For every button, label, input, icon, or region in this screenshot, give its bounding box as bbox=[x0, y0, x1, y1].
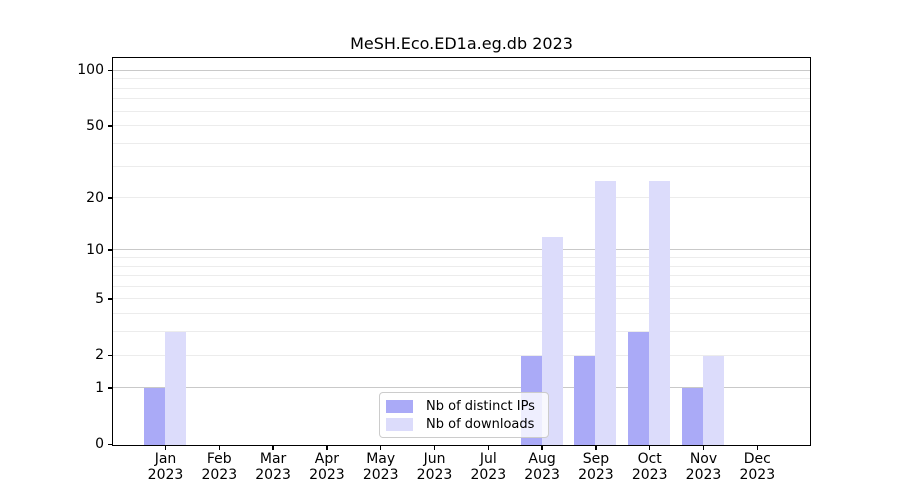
chart-title: MeSH.Eco.ED1a.eg.db 2023 bbox=[350, 34, 573, 53]
x-tick-label: Jun 2023 bbox=[416, 451, 453, 483]
minor-gridline bbox=[113, 313, 810, 315]
x-tick-mark bbox=[756, 445, 759, 450]
x-tick-label: Dec 2023 bbox=[739, 451, 776, 483]
minor-gridline bbox=[113, 87, 810, 89]
x-tick-mark bbox=[541, 445, 543, 450]
x-tick-mark bbox=[218, 445, 221, 450]
bar-downloads bbox=[649, 180, 671, 445]
x-tick-mark bbox=[595, 445, 597, 450]
y-tick-mark bbox=[107, 354, 112, 357]
gridlines-layer bbox=[113, 58, 810, 445]
y-tick-mark bbox=[107, 298, 112, 300]
x-tick-mark bbox=[433, 445, 436, 450]
x-tick-label: May 2023 bbox=[362, 451, 399, 483]
bars-layer bbox=[113, 58, 810, 445]
x-tick-label: Aug 2023 bbox=[524, 451, 560, 483]
x-tick-label: Jan 2023 bbox=[147, 451, 184, 483]
legend-label-downloads: Nb of downloads bbox=[426, 416, 535, 432]
x-tick-mark bbox=[702, 445, 705, 450]
minor-gridline bbox=[113, 78, 810, 80]
x-tick-label: Oct 2023 bbox=[631, 451, 668, 483]
y-tick-mark bbox=[107, 125, 112, 127]
major-gridline bbox=[113, 249, 810, 251]
y-tick-label: 2 bbox=[95, 347, 104, 364]
y-tick-label: 0 bbox=[95, 436, 104, 452]
major-gridline bbox=[113, 387, 810, 389]
minor-gridline bbox=[113, 331, 810, 333]
minor-gridline bbox=[113, 142, 810, 144]
minor-gridline bbox=[113, 110, 810, 112]
x-tick-mark bbox=[272, 445, 274, 450]
bar-downloads bbox=[703, 355, 724, 445]
bar-distinct-ips bbox=[144, 388, 165, 445]
y-tick-mark bbox=[107, 443, 112, 445]
bar-downloads bbox=[595, 180, 617, 445]
plot-area bbox=[112, 57, 811, 446]
minor-gridline bbox=[113, 98, 810, 100]
x-tick-label: Nov 2023 bbox=[685, 451, 722, 483]
legend-item-downloads: Nb of downloads bbox=[386, 415, 540, 433]
bar-distinct-ips bbox=[628, 332, 650, 445]
x-tick-mark bbox=[164, 445, 167, 450]
x-tick-label: Feb 2023 bbox=[201, 451, 238, 483]
x-tick-label: Mar 2023 bbox=[255, 451, 291, 483]
legend-item-distinct-ips: Nb of distinct IPs bbox=[386, 397, 540, 415]
minor-gridline bbox=[113, 125, 810, 127]
legend-swatch-distinct-ips bbox=[386, 399, 413, 413]
minor-gridline bbox=[113, 275, 810, 277]
x-tick-mark bbox=[487, 445, 490, 450]
x-tick-mark bbox=[379, 445, 382, 450]
y-tick-mark bbox=[107, 197, 112, 199]
minor-gridline bbox=[113, 257, 810, 259]
major-gridline bbox=[113, 69, 810, 71]
minor-gridline bbox=[113, 298, 810, 300]
legend: Nb of distinct IPs Nb of downloads bbox=[379, 392, 549, 438]
y-tick-mark bbox=[107, 387, 112, 389]
bar-distinct-ips bbox=[682, 388, 703, 445]
legend-label-distinct-ips: Nb of distinct IPs bbox=[426, 398, 535, 414]
x-tick-mark bbox=[326, 445, 328, 450]
minor-gridline bbox=[113, 285, 810, 287]
y-tick-label: 100 bbox=[77, 62, 104, 79]
minor-gridline bbox=[113, 165, 810, 167]
y-tick-label: 1 bbox=[95, 379, 104, 396]
y-tick-mark bbox=[107, 249, 112, 251]
y-tick-mark bbox=[107, 69, 112, 72]
x-tick-label: Sep 2023 bbox=[578, 451, 614, 483]
x-tick-label: Jul 2023 bbox=[470, 451, 507, 483]
minor-gridline bbox=[113, 197, 810, 199]
legend-swatch-downloads bbox=[386, 417, 413, 431]
bar-downloads bbox=[165, 332, 186, 445]
y-tick-label: 5 bbox=[95, 290, 104, 307]
minor-gridline bbox=[113, 265, 810, 267]
x-tick-mark bbox=[648, 445, 651, 450]
y-tick-label: 50 bbox=[86, 117, 104, 134]
y-tick-label: 10 bbox=[86, 241, 104, 258]
bar-distinct-ips bbox=[574, 355, 596, 445]
minor-gridline bbox=[113, 354, 810, 356]
x-tick-label: Apr 2023 bbox=[309, 451, 345, 483]
y-tick-label: 20 bbox=[86, 189, 104, 206]
